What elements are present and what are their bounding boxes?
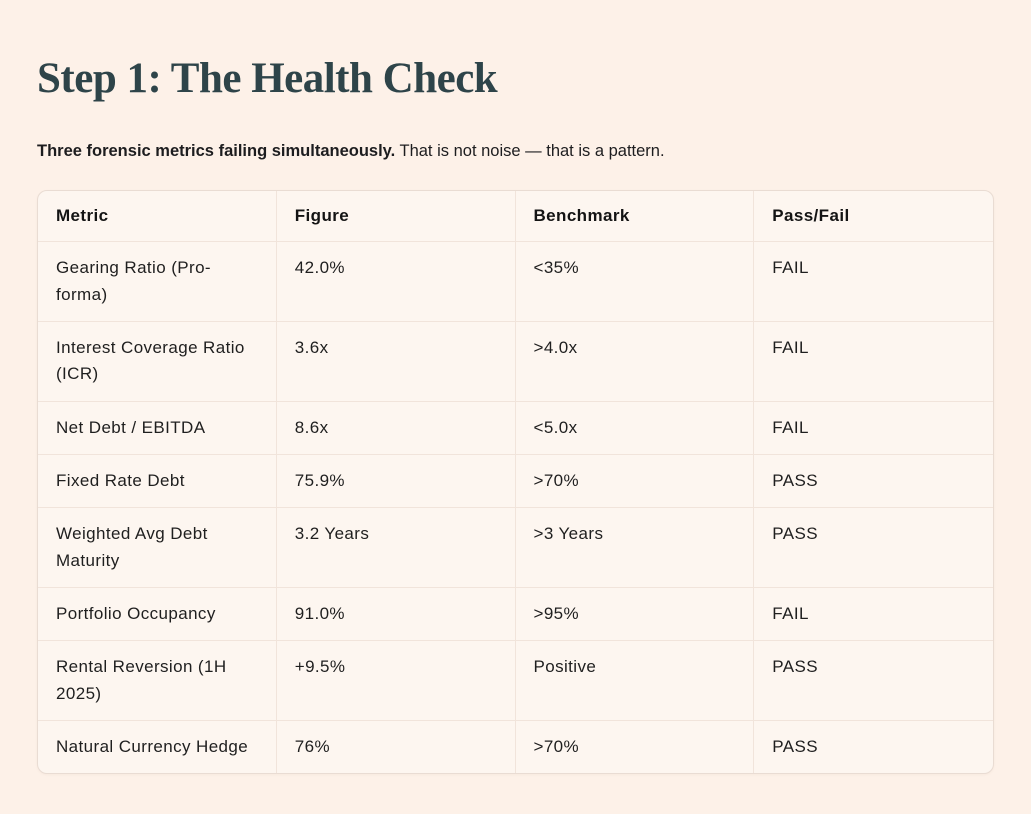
table-body: Gearing Ratio (Pro-forma) 42.0% <35% FAI… — [38, 242, 993, 774]
figure-cell: +9.5% — [276, 641, 516, 722]
table-row: Portfolio Occupancy 91.0% >95% FAIL — [38, 587, 993, 642]
status-cell: PASS — [754, 455, 993, 509]
benchmark-cell: >70% — [515, 454, 755, 509]
figure-cell: 91.0% — [276, 587, 516, 642]
status-cell: PASS — [772, 737, 818, 757]
table-row: Gearing Ratio (Pro-forma) 42.0% <35% FAI… — [38, 242, 993, 322]
benchmark-cell: >70% — [516, 721, 755, 774]
figure-cell: 8.6x — [276, 401, 516, 455]
figure-cell: 75.9% — [276, 454, 516, 509]
figure-cell: 42.0% — [276, 242, 516, 322]
benchmark-cell: Positive — [515, 641, 755, 722]
benchmark-cell: >3 Years — [515, 508, 755, 588]
table-row: Net Debt / EBITDA 8.6x <5.0x FAIL — [38, 401, 993, 455]
intro-regular-text: That is not noise — that is a pattern. — [395, 142, 665, 161]
table-row: Interest Coverage Ratio (ICR) 3.6x >4.0x… — [38, 321, 993, 402]
benchmark-cell: >95% — [515, 587, 755, 642]
metric-cell: Net Debt / EBITDA — [38, 401, 277, 455]
metric-cell: Natural Currency Hedge — [38, 721, 277, 774]
metric-cell: Gearing Ratio (Pro-forma) — [38, 242, 277, 322]
column-header-metric: Metric — [38, 190, 277, 243]
metric-cell: Weighted Avg Debt Maturity — [38, 508, 277, 588]
health-check-table: Metric Figure Benchmark Pass/Fail Gearin… — [38, 190, 993, 774]
table-row: Weighted Avg Debt Maturity 3.2 Years >3 … — [38, 508, 993, 588]
intro-bold-text: Three forensic metrics failing simultane… — [37, 142, 396, 161]
column-header-benchmark: Benchmark — [515, 190, 755, 243]
column-header-figure: Figure — [276, 190, 516, 243]
table-row: Natural Currency Hedge 76% >70% PASS — [38, 721, 993, 774]
header-row: Metric Figure Benchmark Pass/Fail — [38, 190, 993, 243]
status-cell: FAIL — [754, 588, 993, 642]
status-cell: FAIL — [754, 242, 993, 322]
status-cell: PASS — [754, 641, 993, 722]
table-header: Metric Figure Benchmark Pass/Fail — [38, 190, 993, 243]
benchmark-cell: <35% — [515, 242, 755, 322]
status-cell: FAIL — [754, 322, 993, 402]
figure-cell: 76% — [277, 721, 516, 774]
status-cell: FAIL — [754, 402, 993, 455]
intro-paragraph: Three forensic metrics failing simultane… — [37, 139, 994, 164]
column-header-passfail: Pass/Fail — [754, 191, 993, 243]
status-cell: PASS — [754, 508, 993, 588]
table-row: Rental Reversion (1H 2025) +9.5% Positiv… — [38, 641, 993, 722]
metric-cell: Portfolio Occupancy — [38, 587, 277, 642]
figure-cell: 3.6x — [276, 321, 516, 402]
metric-cell: Interest Coverage Ratio (ICR) — [38, 321, 277, 402]
page-title: Step 1: The Health Check — [37, 55, 498, 102]
health-check-table-card: Metric Figure Benchmark Pass/Fail Gearin… — [37, 189, 994, 775]
metric-cell: Fixed Rate Debt — [38, 454, 277, 509]
benchmark-cell: >4.0x — [515, 321, 755, 402]
benchmark-cell: <5.0x — [515, 401, 755, 455]
table-row: Fixed Rate Debt 75.9% >70% PASS — [38, 454, 993, 509]
figure-cell: 3.2 Years — [276, 508, 516, 588]
metric-cell: Rental Reversion (1H 2025) — [38, 641, 277, 722]
